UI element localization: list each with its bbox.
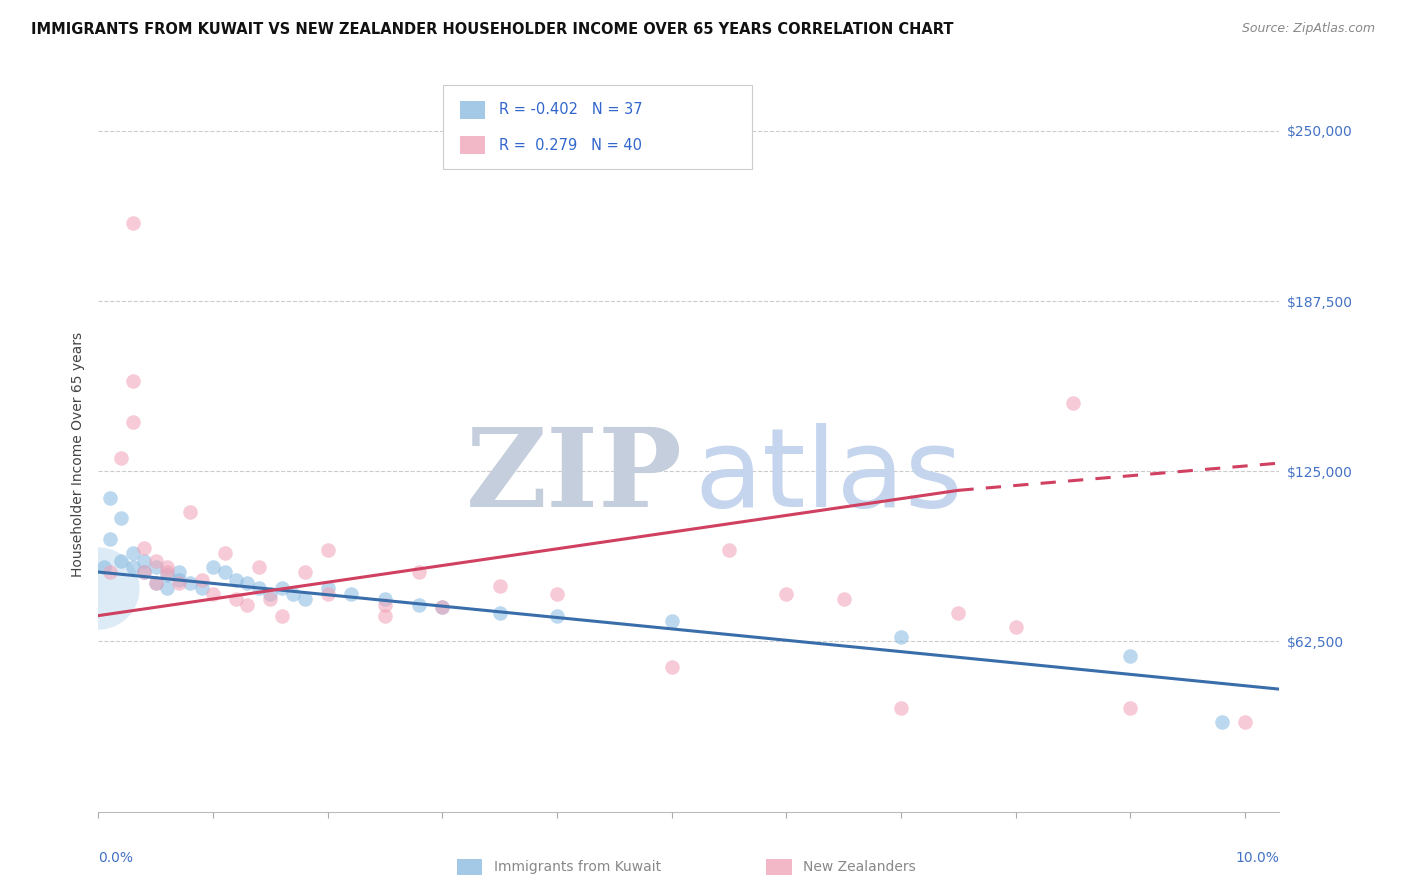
Point	[374, 592, 396, 607]
Point	[775, 587, 797, 601]
Point	[890, 631, 912, 645]
Point	[316, 582, 339, 596]
Point	[832, 592, 855, 607]
Point	[190, 573, 212, 587]
Point	[121, 375, 143, 389]
Point	[98, 533, 121, 547]
Point	[270, 608, 292, 623]
Point	[247, 582, 270, 596]
Point	[1004, 619, 1026, 633]
Text: atlas: atlas	[695, 423, 963, 530]
Point	[270, 582, 292, 596]
Point	[145, 576, 167, 591]
Text: IMMIGRANTS FROM KUWAIT VS NEW ZEALANDER HOUSEHOLDER INCOME OVER 65 YEARS CORRELA: IMMIGRANTS FROM KUWAIT VS NEW ZEALANDER …	[31, 22, 953, 37]
Point	[488, 606, 510, 620]
Point	[1211, 714, 1233, 729]
Point	[432, 600, 454, 615]
Point	[661, 614, 683, 628]
Point	[890, 701, 912, 715]
Point	[179, 576, 201, 591]
Y-axis label: Householder Income Over 65 years: Householder Income Over 65 years	[72, 333, 86, 577]
Point	[294, 565, 316, 579]
Point	[236, 598, 259, 612]
Point	[121, 415, 143, 429]
Point	[316, 587, 339, 601]
Point	[156, 567, 179, 582]
Point	[236, 576, 259, 591]
Point	[98, 565, 121, 579]
Point	[190, 582, 212, 596]
Point	[110, 510, 132, 524]
Point	[167, 576, 190, 591]
Point	[202, 559, 225, 574]
Point	[408, 598, 430, 612]
Point	[283, 587, 305, 601]
Text: Immigrants from Kuwait: Immigrants from Kuwait	[494, 860, 661, 874]
Point	[1234, 714, 1257, 729]
Point	[98, 491, 121, 506]
Point	[214, 546, 236, 560]
Point	[156, 559, 179, 574]
Text: New Zealanders: New Zealanders	[803, 860, 915, 874]
Point	[214, 565, 236, 579]
Point	[121, 546, 143, 560]
Point	[718, 543, 741, 558]
Point	[93, 559, 115, 574]
Point	[167, 573, 190, 587]
Point	[202, 587, 225, 601]
Text: 10.0%: 10.0%	[1236, 851, 1279, 865]
Point	[948, 606, 970, 620]
Point	[156, 582, 179, 596]
Point	[408, 565, 430, 579]
Point	[432, 600, 454, 615]
Point	[121, 216, 143, 230]
Point	[110, 554, 132, 568]
Point	[134, 541, 156, 555]
Point	[247, 559, 270, 574]
Point	[156, 565, 179, 579]
Point	[259, 592, 281, 607]
Point	[179, 505, 201, 519]
Point	[259, 587, 281, 601]
Text: R = -0.402   N = 37: R = -0.402 N = 37	[499, 103, 643, 117]
Point	[488, 579, 510, 593]
Text: Source: ZipAtlas.com: Source: ZipAtlas.com	[1241, 22, 1375, 36]
Point	[294, 592, 316, 607]
Point	[121, 559, 143, 574]
Point	[87, 582, 110, 596]
Point	[546, 587, 568, 601]
Point	[225, 592, 247, 607]
Point	[1119, 649, 1142, 664]
Point	[225, 573, 247, 587]
Point	[134, 565, 156, 579]
Text: ZIP: ZIP	[467, 423, 683, 530]
Point	[339, 587, 361, 601]
Text: R =  0.279   N = 40: R = 0.279 N = 40	[499, 138, 643, 153]
Point	[316, 543, 339, 558]
Point	[145, 554, 167, 568]
Point	[1119, 701, 1142, 715]
Point	[1062, 396, 1084, 410]
Point	[145, 576, 167, 591]
Point	[134, 565, 156, 579]
Point	[134, 554, 156, 568]
Point	[546, 608, 568, 623]
Point	[145, 559, 167, 574]
Point	[374, 598, 396, 612]
Text: 0.0%: 0.0%	[98, 851, 134, 865]
Point	[110, 450, 132, 465]
Point	[167, 565, 190, 579]
Point	[374, 608, 396, 623]
Point	[661, 660, 683, 674]
